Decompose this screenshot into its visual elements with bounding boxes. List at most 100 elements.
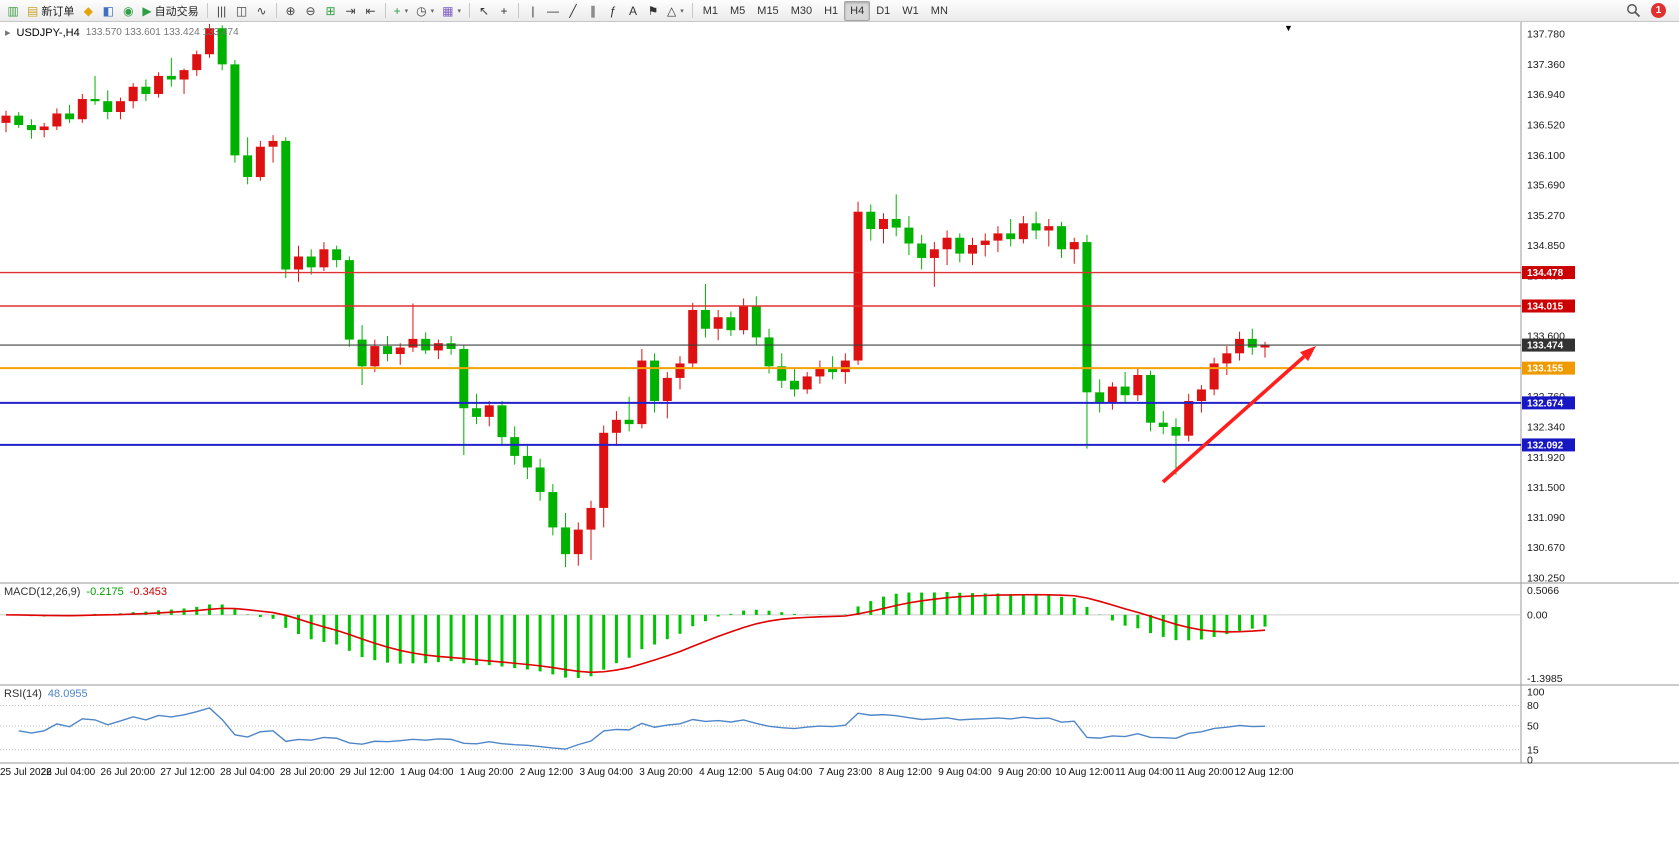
candle-body[interactable] — [65, 113, 75, 120]
candle-body[interactable] — [586, 507, 596, 530]
new-order-button[interactable]: ▤ 新订单 — [23, 1, 78, 21]
candle-body[interactable] — [90, 99, 100, 102]
candle-body[interactable] — [52, 113, 62, 127]
horizontal-line-button[interactable]: — — [543, 1, 563, 21]
candle-body[interactable] — [1222, 353, 1232, 364]
candle-body[interactable] — [1196, 389, 1206, 402]
candle-body[interactable] — [1146, 374, 1156, 423]
search-icon[interactable] — [1626, 3, 1641, 18]
candle-body[interactable] — [217, 28, 227, 65]
candle-body[interactable] — [383, 346, 393, 355]
candle-body[interactable] — [14, 115, 24, 126]
channel-button[interactable]: ∥ — [583, 1, 603, 21]
candle-body[interactable] — [713, 317, 723, 329]
market-watch-button[interactable]: ◆ — [78, 1, 98, 21]
candle-body[interactable] — [1235, 338, 1245, 354]
candle-body[interactable] — [599, 432, 609, 508]
candle-body[interactable] — [1069, 242, 1079, 250]
candle-body[interactable] — [853, 211, 863, 361]
candle-body[interactable] — [281, 140, 291, 270]
candle-body[interactable] — [840, 360, 850, 373]
fibonacci-button[interactable]: ƒ — [603, 1, 623, 21]
candle-body[interactable] — [650, 360, 660, 402]
vertical-line-button[interactable]: | — [523, 1, 543, 21]
candle-body[interactable] — [1031, 223, 1041, 231]
candle-body[interactable] — [154, 75, 164, 94]
candle-body[interactable] — [77, 99, 87, 120]
candle-body[interactable] — [637, 360, 647, 425]
candle-body[interactable] — [993, 233, 1003, 241]
candle-body[interactable] — [319, 249, 329, 268]
candle-body[interactable] — [675, 363, 685, 378]
zoom-out-button[interactable]: ⊖ — [301, 1, 321, 21]
label-button[interactable]: ⚑ — [643, 1, 663, 21]
candle-body[interactable] — [1095, 392, 1105, 403]
candle-body[interactable] — [904, 227, 914, 244]
bar-chart-button[interactable]: ||| — [212, 1, 232, 21]
candle-body[interactable] — [739, 305, 749, 331]
timeframe-m30[interactable]: M30 — [790, 4, 813, 17]
candle-body[interactable] — [942, 237, 952, 250]
candlestick-chart-button[interactable]: ◫ — [232, 1, 252, 21]
candle-body[interactable] — [1260, 345, 1270, 348]
timeframe-m15[interactable]: M15 — [757, 4, 779, 17]
candle-body[interactable] — [828, 367, 838, 373]
candle-body[interactable] — [980, 240, 990, 245]
one-click-trading-toggle[interactable]: ▸ — [5, 27, 11, 39]
candle-body[interactable] — [802, 376, 812, 390]
candle-body[interactable] — [39, 126, 49, 131]
zoom-in-button[interactable]: ⊕ — [281, 1, 301, 21]
candle-body[interactable] — [1006, 233, 1016, 240]
candle-body[interactable] — [268, 140, 278, 147]
candle-body[interactable] — [561, 527, 571, 555]
candle-body[interactable] — [1158, 422, 1168, 428]
timeframe-mn[interactable]: MN — [930, 4, 948, 17]
candle-body[interactable] — [192, 54, 202, 71]
scroll-to-end-marker[interactable]: ▼ — [1284, 23, 1293, 33]
candle-body[interactable] — [1247, 338, 1257, 348]
candle-body[interactable] — [751, 305, 761, 338]
candle-body[interactable] — [166, 75, 176, 80]
candle-body[interactable] — [522, 455, 532, 468]
candle-body[interactable] — [1184, 401, 1194, 436]
templates-button[interactable]: ▦ ▾ — [438, 1, 465, 21]
text-button[interactable]: A — [623, 1, 643, 21]
candle-body[interactable] — [179, 70, 189, 80]
candle-body[interactable] — [1057, 226, 1067, 250]
candle-body[interactable] — [408, 338, 418, 348]
candle-body[interactable] — [624, 419, 634, 425]
candle-body[interactable] — [917, 243, 927, 258]
candle-body[interactable] — [929, 249, 939, 258]
candle-body[interactable] — [344, 260, 354, 340]
timeframe-d1[interactable]: D1 — [876, 4, 891, 17]
candle-body[interactable] — [332, 249, 342, 261]
candle-body[interactable] — [357, 339, 367, 367]
candle-body[interactable] — [688, 309, 698, 364]
candle-body[interactable] — [472, 408, 482, 417]
candle-body[interactable] — [1133, 374, 1143, 396]
candle-body[interactable] — [141, 86, 151, 94]
shapes-button[interactable]: △ ▾ — [663, 1, 688, 21]
candle-body[interactable] — [459, 348, 469, 409]
candle-body[interactable] — [128, 86, 138, 102]
candle-body[interactable] — [1209, 363, 1219, 390]
timeframe-w1[interactable]: W1 — [902, 4, 919, 17]
candle-body[interactable] — [497, 405, 507, 438]
trend-arrow[interactable] — [1161, 346, 1316, 484]
candle-body[interactable] — [204, 28, 214, 55]
candle-body[interactable] — [293, 256, 303, 270]
timeframe-h4[interactable]: H4 — [844, 0, 871, 21]
candle-body[interactable] — [789, 380, 799, 390]
candle-body[interactable] — [700, 309, 710, 329]
candle-body[interactable] — [573, 529, 583, 555]
data-window-button[interactable]: ◧ — [98, 1, 118, 21]
timeframe-m5[interactable]: M5 — [730, 4, 746, 17]
candle-body[interactable] — [484, 405, 494, 417]
candle-body[interactable] — [815, 367, 825, 377]
candle-body[interactable] — [1082, 242, 1092, 393]
candle-body[interactable] — [510, 437, 520, 456]
candle-body[interactable] — [370, 346, 380, 367]
candle-body[interactable] — [662, 377, 672, 402]
candle-body[interactable] — [1171, 427, 1181, 436]
candle-body[interactable] — [230, 64, 240, 156]
